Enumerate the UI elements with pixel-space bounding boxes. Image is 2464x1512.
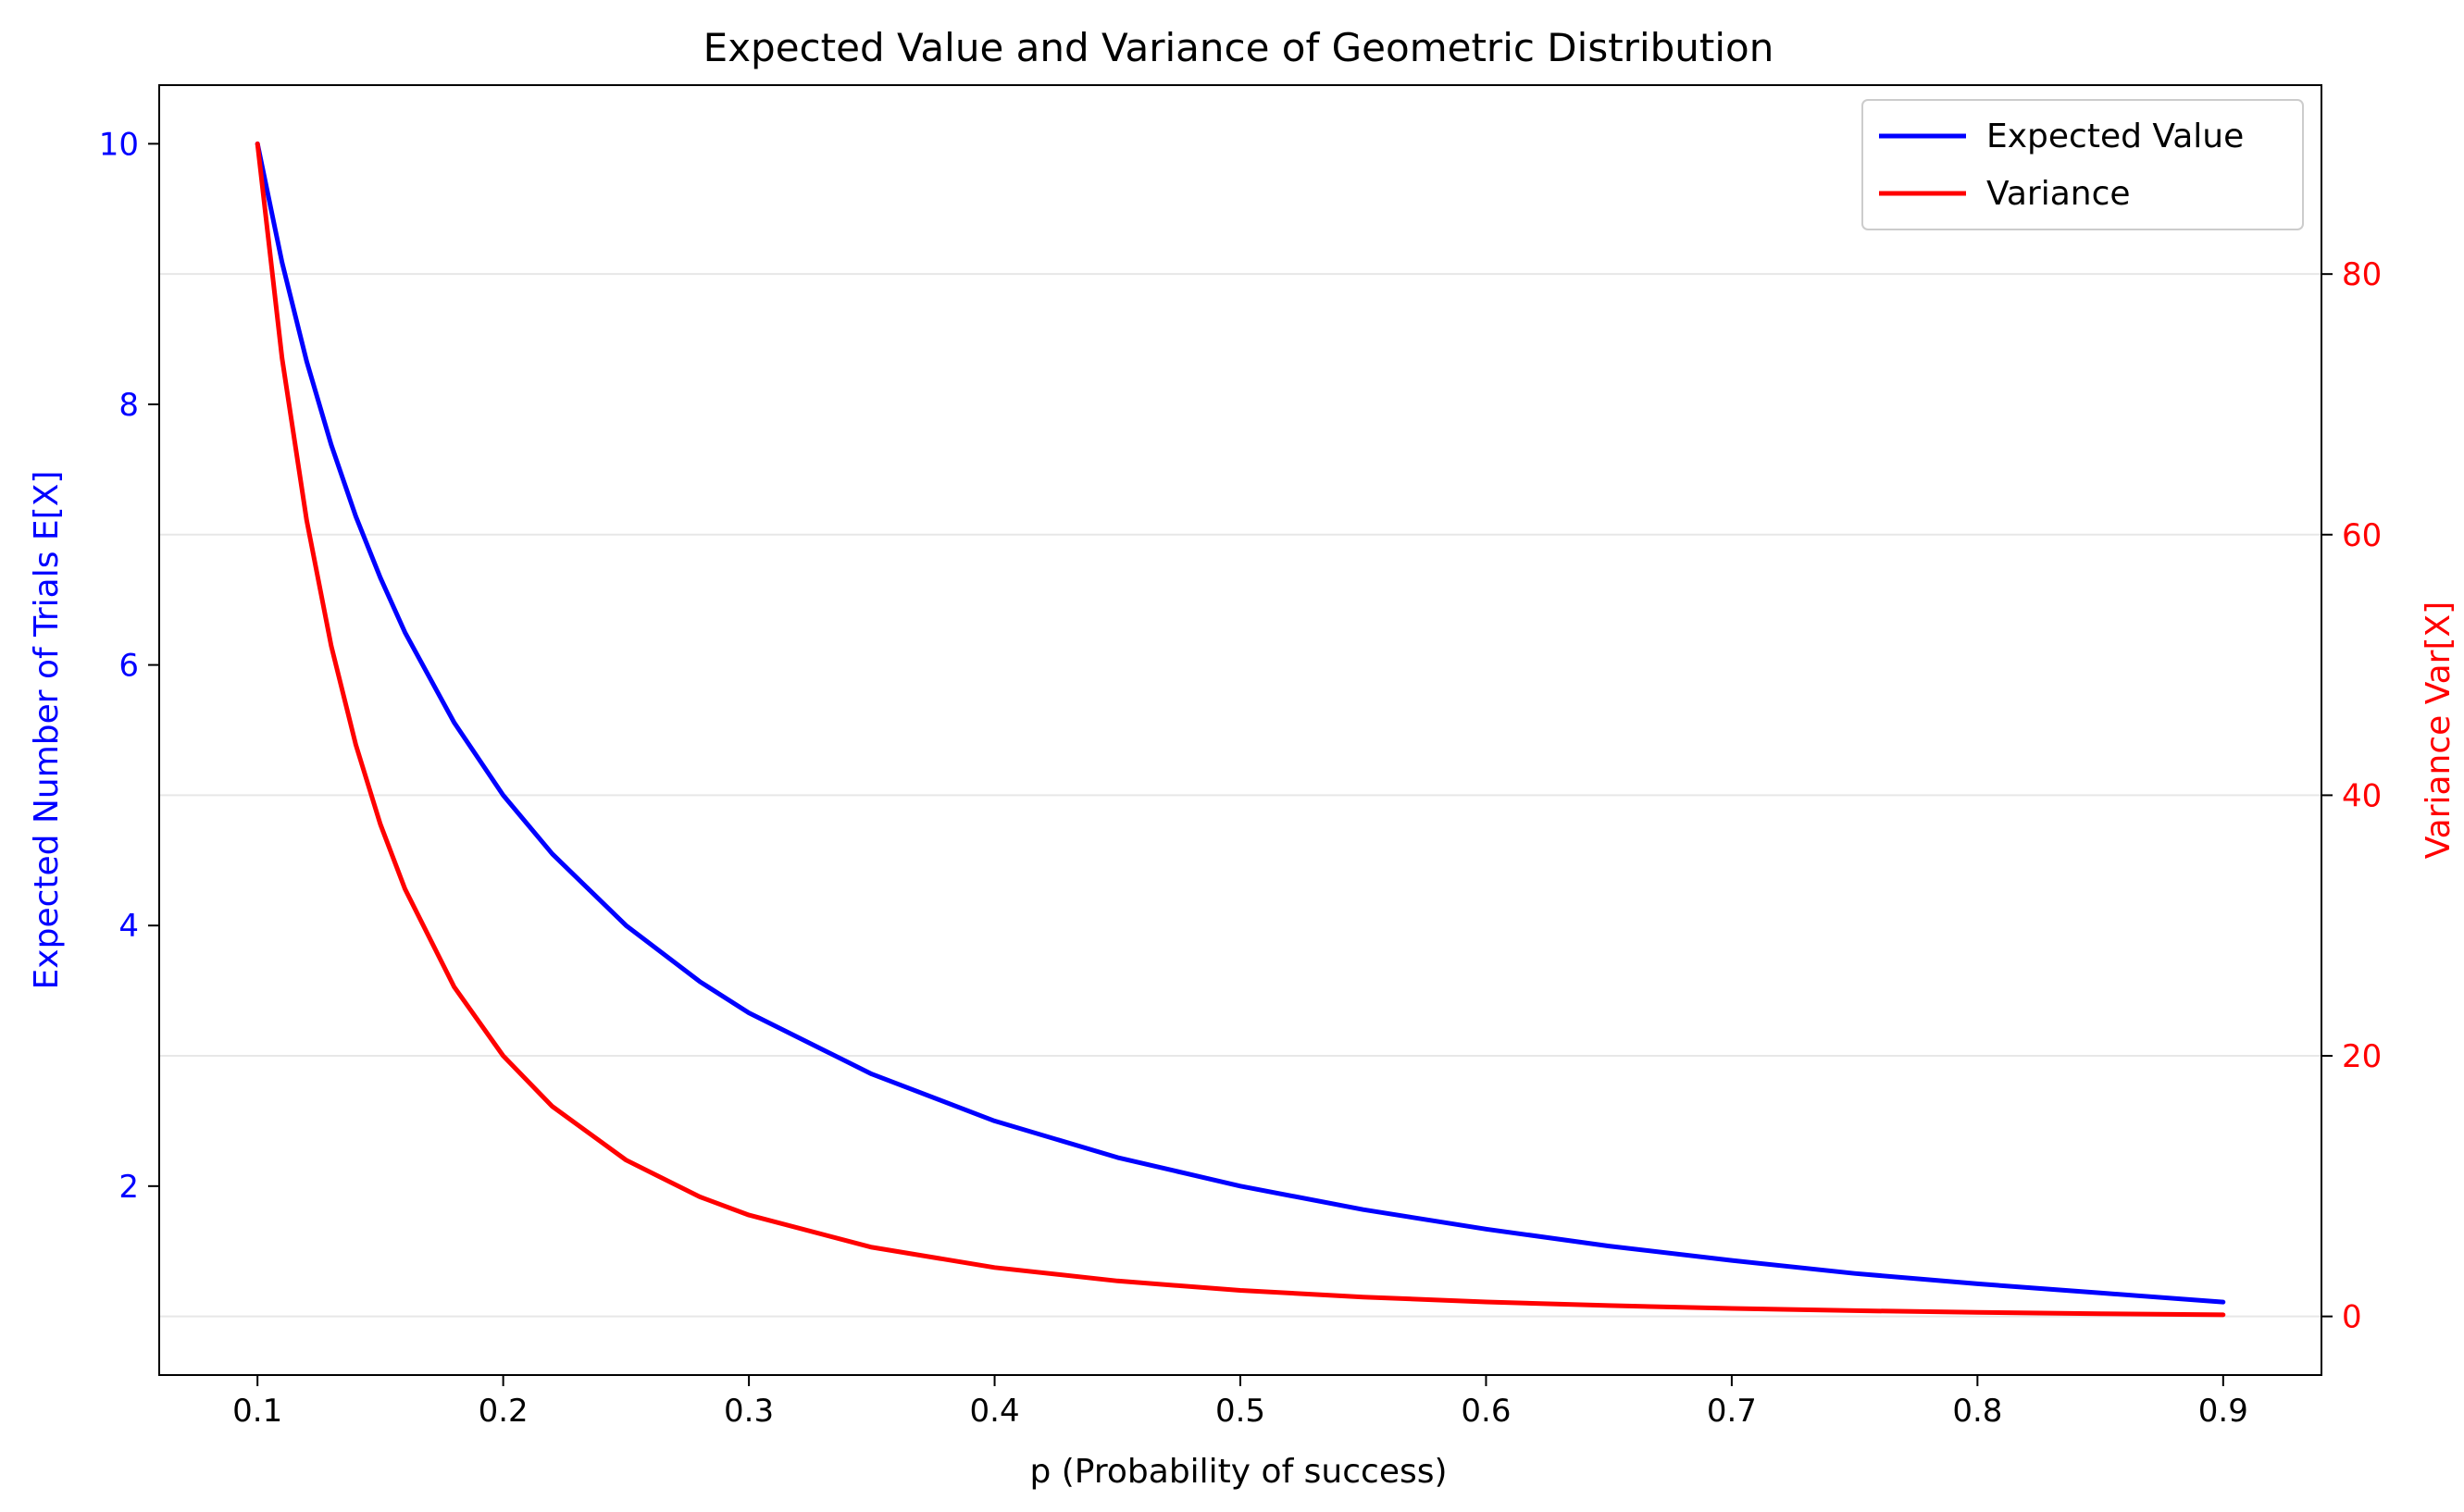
y-left-tick-label: 8 [118,387,139,424]
y-right-tick-label: 60 [2342,517,2382,554]
x-tick-label: 0.3 [724,1393,774,1430]
x-tick-label: 0.7 [1707,1393,1757,1430]
chart-title: Expected Value and Variance of Geometric… [703,25,1774,70]
x-axis: 0.1 0.2 0.3 0.4 0.5 0.6 0.7 0.8 0.9 [232,1375,2248,1430]
legend: Expected Value Variance [1861,99,2304,230]
series-line-expected-value [255,141,2226,1305]
plot-frame [158,84,2322,1376]
x-tick-label: 0.9 [2198,1393,2248,1430]
x-tick-label: 0.8 [1952,1393,2002,1430]
x-tick-label: 0.1 [232,1393,282,1430]
series-layer [255,141,2226,1318]
series-line-variance [255,141,2226,1318]
legend-box [1861,99,2304,230]
x-axis-label: p (Probability of success) [1029,1453,1447,1491]
y-right-tick-label: 0 [2342,1299,2362,1336]
legend-label-expected-value: Expected Value [1986,118,2244,155]
y-left-tick-label: 4 [118,908,139,945]
y-right-tick-label: 20 [2342,1038,2382,1075]
y-axis-left-label: Expected Number of Trials E[X] [28,471,66,990]
y-left-tick-label: 6 [118,648,139,685]
x-tick-label: 0.5 [1215,1393,1265,1430]
y-left-tick-label: 2 [118,1169,139,1206]
y-right-tick-label: 40 [2342,777,2382,814]
x-tick-label: 0.2 [479,1393,529,1430]
grid-layer [159,273,2321,1318]
y-axis-left: 2 4 6 8 10 [99,126,159,1206]
legend-label-variance: Variance [1986,175,2131,213]
y-right-tick-label: 80 [2342,256,2382,293]
y-left-tick-label: 10 [99,126,139,163]
x-tick-label: 0.4 [970,1393,1020,1430]
y-axis-right: 0 20 40 60 80 [2321,256,2382,1336]
y-axis-right-label: Variance Var[X] [2420,601,2458,859]
x-tick-label: 0.6 [1461,1393,1511,1430]
